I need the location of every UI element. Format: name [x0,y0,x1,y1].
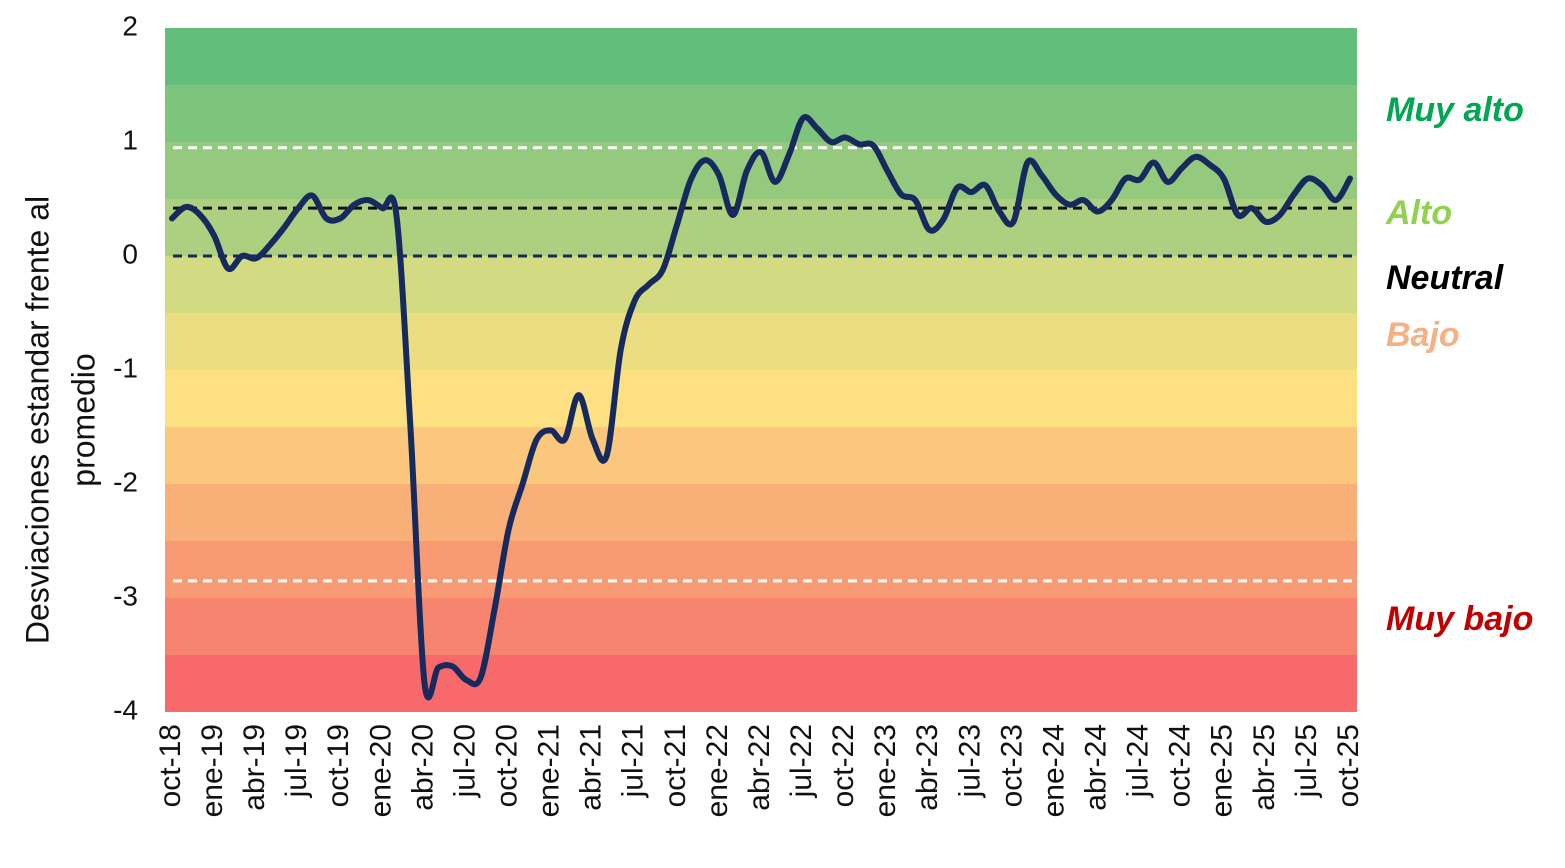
annotation: Alto [1385,194,1452,232]
x-tick-label: abr-24 [1079,724,1112,811]
x-tick-label: jul-25 [1290,724,1323,798]
x-tick-label: jul-19 [280,724,313,798]
y-tick-label: -4 [113,694,138,725]
y-axis-title: Desviaciones estandar frente al promedio [19,196,101,644]
y-tick-label: 2 [122,10,138,41]
band [165,655,1357,712]
x-tick-label: abr-21 [575,724,608,811]
band [165,85,1357,142]
y-tick-label: -3 [113,580,138,611]
x-tick-label: oct-23 [995,724,1028,807]
x-tick-label: jul-23 [953,724,986,798]
annotation: Muy alto [1386,91,1524,129]
x-tick-label: ene-19 [196,724,229,817]
band [165,28,1357,85]
x-tick-label: ene-22 [701,724,734,817]
band [165,484,1357,541]
x-tick-label: oct-18 [154,724,187,807]
x-tick-label: ene-23 [869,724,902,817]
x-tick-label: abr-25 [1248,724,1281,811]
band [165,370,1357,427]
x-tick-label: oct-21 [659,724,692,807]
x-tick-label: abr-23 [911,724,944,811]
x-tick-label: jul-22 [785,724,818,798]
x-tick-label: oct-20 [490,724,523,807]
x-tick-label: oct-24 [1164,724,1197,807]
x-tick-label: jul-20 [448,724,481,798]
x-tick-label: ene-25 [1206,724,1239,817]
x-tick-label: oct-19 [322,724,355,807]
annotation: Bajo [1386,316,1460,354]
x-tick-label: jul-24 [1122,724,1155,798]
x-tick-label: jul-21 [617,724,650,798]
y-tick-label: -2 [113,466,138,497]
band [165,256,1357,313]
y-label-line: Desviaciones estandar frente al [19,196,55,644]
x-tick-label: abr-22 [743,724,776,811]
y-tick-label: 0 [122,238,138,269]
x-tick-label: abr-20 [406,724,439,811]
band [165,427,1357,484]
data-line [169,114,1353,701]
annotation: Muy bajo [1386,600,1533,638]
band [165,541,1357,598]
band [165,598,1357,655]
x-tick-label: ene-21 [533,724,566,817]
y-tick-label: 1 [122,124,138,155]
x-tick-label: oct-22 [827,724,860,807]
y-label-line: promedio [65,353,101,486]
x-tick-label: oct-25 [1332,724,1365,807]
x-tick-label: abr-19 [238,724,271,811]
y-tick-label: -1 [113,352,138,383]
annotation: Neutral [1386,259,1505,297]
x-tick-label: ene-20 [364,724,397,817]
x-tick-label: ene-24 [1037,724,1070,817]
band [165,313,1357,370]
